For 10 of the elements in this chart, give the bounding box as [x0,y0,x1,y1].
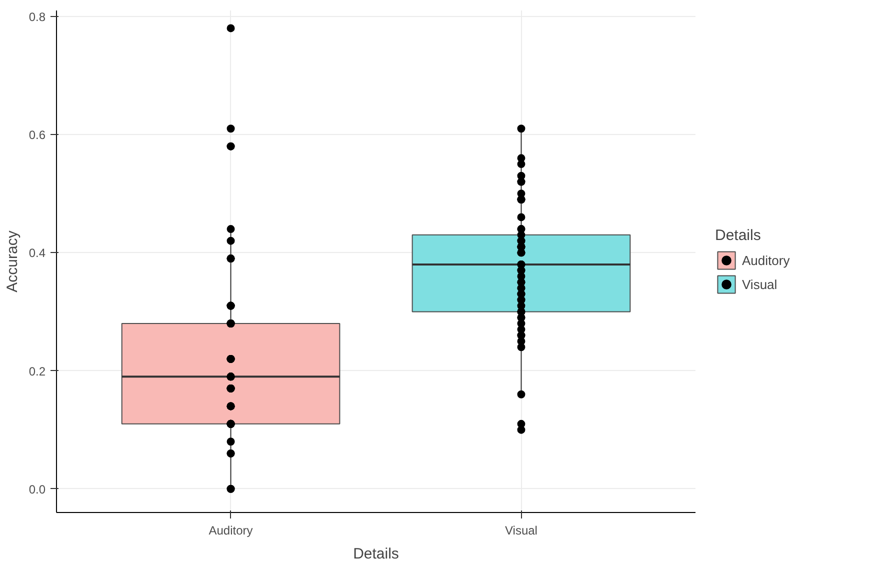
x-axis-title: Details [715,227,762,244]
legend-label: Auditory [742,252,790,268]
y-tick-label: 0.2 [28,364,46,378]
legend-title: Details [353,546,399,562]
legend-label: Visual [742,276,778,292]
y-tick-label: 0.6 [28,128,46,142]
y-tick-label: 0.4 [28,246,46,260]
y-axis-title: Accuracy [4,230,21,292]
y-tick-label: 0.0 [28,482,46,496]
y-tick-label: 0.8 [28,10,46,24]
